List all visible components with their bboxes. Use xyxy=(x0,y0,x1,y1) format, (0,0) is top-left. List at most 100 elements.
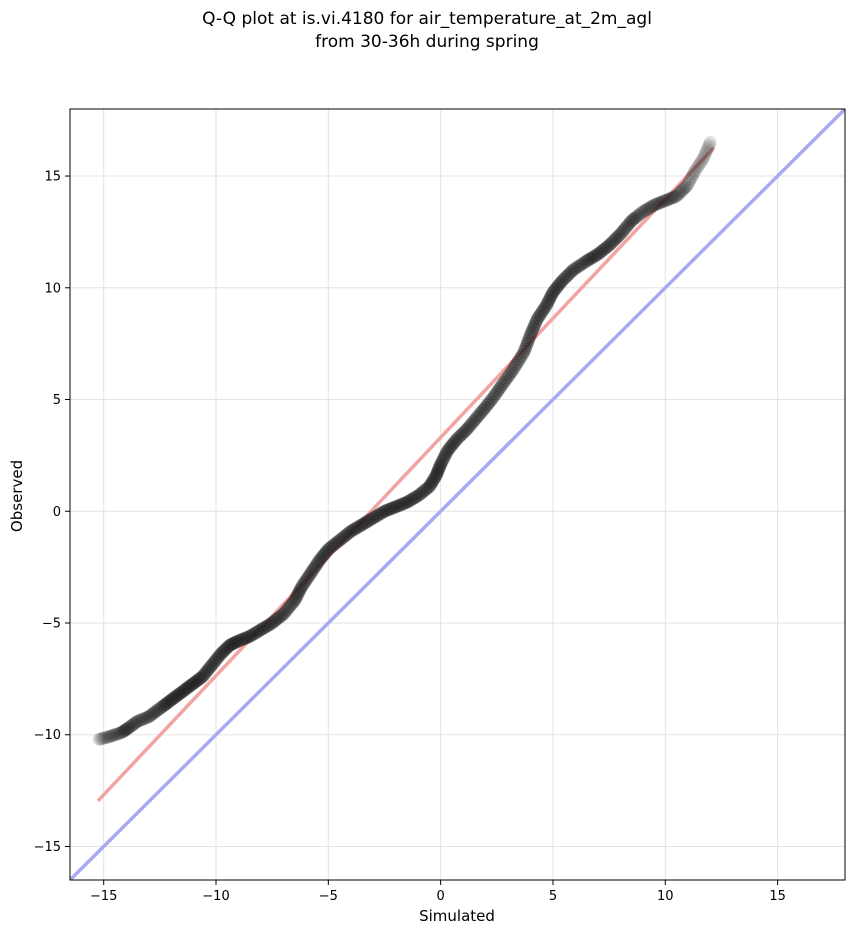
qq-point xyxy=(507,361,521,375)
qq-point xyxy=(455,427,469,441)
qq-point xyxy=(219,642,233,656)
qq-point xyxy=(433,460,447,474)
qq-point xyxy=(558,270,573,285)
qq-point xyxy=(212,649,226,663)
qq-point xyxy=(336,530,350,545)
qq-point xyxy=(95,731,109,746)
qq-point xyxy=(465,416,479,430)
qq-point xyxy=(420,481,435,495)
qq-point xyxy=(140,710,154,725)
qq-point xyxy=(577,255,591,270)
qq-point xyxy=(343,525,357,539)
qq-point xyxy=(682,176,696,190)
y-tick-label: 10 xyxy=(44,281,61,296)
qq-point xyxy=(424,476,438,491)
qq-point xyxy=(618,221,632,235)
qq-point xyxy=(161,696,175,710)
qq-point xyxy=(395,497,409,511)
qq-point xyxy=(698,147,712,161)
qq-point xyxy=(446,437,460,451)
qq-point xyxy=(115,725,129,740)
qq-point xyxy=(251,624,265,639)
qq-point xyxy=(373,507,387,521)
qq-point xyxy=(519,339,533,353)
qq-point xyxy=(534,306,549,320)
chart-title-line-2: from 30-36h during spring xyxy=(315,32,539,52)
qq-point xyxy=(397,496,411,511)
qq-point xyxy=(215,646,229,660)
x-axis-ticks: −15 −10 −5 0 5 10 15 xyxy=(90,880,786,904)
qq-point xyxy=(256,621,270,636)
qq-point xyxy=(522,331,536,345)
qq-point xyxy=(125,718,139,733)
qq-point xyxy=(370,509,384,523)
reference-lines xyxy=(70,109,845,880)
qq-point xyxy=(437,450,451,464)
qq-point xyxy=(280,603,294,617)
qq-point xyxy=(263,617,277,632)
qq-point xyxy=(120,722,134,736)
qq-point xyxy=(333,533,347,547)
qq-point xyxy=(166,691,180,706)
chart-title-line-1: Q-Q plot at is.vi.4180 for air_temperatu… xyxy=(202,9,652,29)
qq-point xyxy=(630,209,644,223)
qq-point xyxy=(551,279,565,293)
qq-point xyxy=(410,489,424,503)
qq-point xyxy=(106,728,120,743)
qq-point xyxy=(117,724,131,738)
grid-lines xyxy=(70,109,845,880)
qq-point xyxy=(107,728,121,742)
qq-point xyxy=(298,575,312,589)
y-tick-label: 5 xyxy=(53,393,61,408)
qq-point xyxy=(701,140,715,154)
qq-point xyxy=(610,231,624,245)
qq-point xyxy=(573,258,587,272)
qq-point xyxy=(439,446,453,460)
qq-point xyxy=(427,471,441,486)
qq-point xyxy=(521,334,535,348)
qq-point xyxy=(615,225,629,239)
qq-point xyxy=(667,190,681,204)
plot-frame xyxy=(69,108,846,881)
x-tick-label: −15 xyxy=(90,889,117,904)
qq-point xyxy=(702,138,716,152)
qq-point xyxy=(557,272,571,286)
qq-point xyxy=(635,205,649,219)
qq-point xyxy=(695,154,709,168)
qq-point xyxy=(192,672,206,687)
qq-point xyxy=(184,678,198,693)
qq-point xyxy=(197,667,211,682)
qq-point xyxy=(431,463,445,477)
qq-point xyxy=(193,671,207,686)
qq-point xyxy=(162,694,176,709)
qq-point xyxy=(542,294,556,308)
qq-point xyxy=(625,213,639,228)
qq-point xyxy=(200,664,214,678)
qq-point xyxy=(228,635,242,650)
qq-point xyxy=(225,637,240,651)
qq-point xyxy=(594,244,609,258)
qq-point xyxy=(516,347,530,361)
qq-point xyxy=(349,521,364,535)
x-tick-label: 10 xyxy=(657,889,674,904)
qq-point xyxy=(468,412,482,426)
qq-point xyxy=(105,729,119,743)
qq-point xyxy=(538,300,553,314)
qq-point xyxy=(543,292,557,306)
qq-point xyxy=(98,731,112,745)
qq-point xyxy=(339,528,354,542)
qq-point xyxy=(165,692,179,707)
qq-point xyxy=(175,684,190,699)
qq-point xyxy=(545,288,559,302)
qq-point xyxy=(114,726,128,740)
qq-point xyxy=(546,286,560,300)
qq-point xyxy=(603,237,617,252)
qq-point xyxy=(146,707,160,721)
qq-point xyxy=(697,150,711,164)
qq-point xyxy=(593,246,607,260)
qq-point xyxy=(314,551,328,565)
qq-point xyxy=(470,410,484,424)
qq-point xyxy=(450,432,464,446)
qq-point xyxy=(254,622,268,637)
